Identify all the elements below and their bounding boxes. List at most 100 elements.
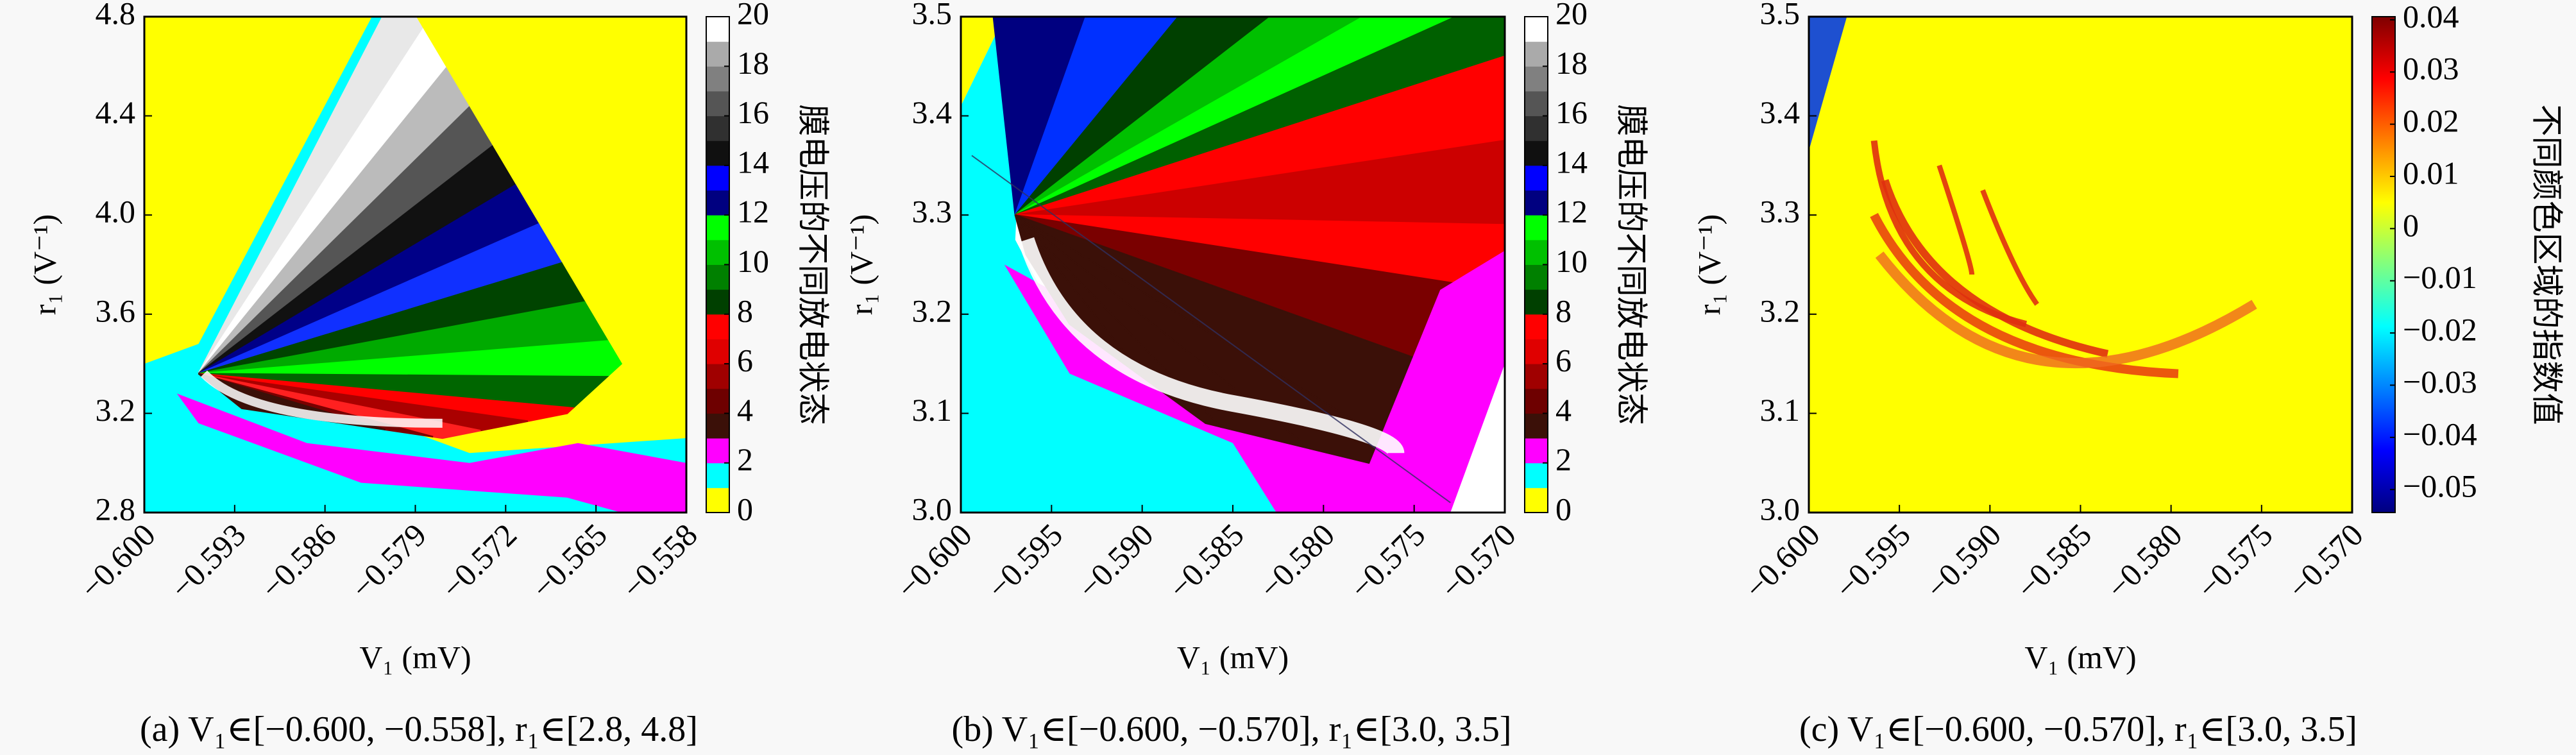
colorbar-tick-label: 20 bbox=[737, 0, 769, 31]
x-tick-label: −0.590 bbox=[1071, 516, 1160, 606]
colorbar-segment bbox=[706, 17, 729, 42]
colorbar-tick-label: 0.03 bbox=[2403, 51, 2459, 87]
colorbar-segment bbox=[1525, 488, 1548, 513]
y-tick-label: 3.2 bbox=[912, 293, 953, 328]
colorbar-segment bbox=[1525, 289, 1548, 315]
colorbar-tick-label: 12 bbox=[1555, 194, 1588, 230]
colorbar-segment bbox=[1525, 41, 1548, 67]
colorbar-segment bbox=[706, 339, 729, 364]
colorbar-tick-label: 14 bbox=[1555, 144, 1588, 180]
y-tick-label: 3.1 bbox=[1760, 392, 1801, 428]
colorbar-tick-label: 0.01 bbox=[2403, 155, 2459, 191]
colorbar-tick-label: 0 bbox=[737, 491, 753, 527]
colorbar-tick-label: 0 bbox=[1555, 491, 1572, 527]
colorbar-label: 膜电压的不同放电状态 bbox=[795, 105, 831, 425]
y-tick-label: 3.2 bbox=[1760, 293, 1801, 328]
region bbox=[204, 374, 443, 423]
colorbar-segment bbox=[706, 190, 729, 216]
region bbox=[1809, 17, 2352, 513]
colorbar-tick-label: 0 bbox=[2403, 207, 2419, 243]
heatmap bbox=[1809, 17, 2352, 513]
heatmap bbox=[144, 17, 686, 513]
colorbar-frame bbox=[2371, 16, 2396, 513]
colorbar-tick-label: 0.04 bbox=[2403, 0, 2459, 34]
caption: (b) V₁∈[−0.600, −0.570], r₁∈[3.0, 3.5] bbox=[951, 709, 1511, 749]
x-tick-label: −0.586 bbox=[253, 516, 343, 606]
y-tick-label: 3.4 bbox=[1760, 94, 1801, 130]
caption: (c) V₁∈[−0.600, −0.570], r₁∈[3.0, 3.5] bbox=[1799, 709, 2357, 749]
y-tick-label: 4.8 bbox=[96, 0, 136, 31]
heatmap bbox=[961, 17, 1505, 513]
colorbar-segment bbox=[706, 388, 729, 414]
region bbox=[1026, 240, 1396, 453]
colorbar-segment bbox=[706, 165, 729, 191]
colorbar-segment bbox=[706, 66, 729, 92]
colorbar-tick-label: 8 bbox=[1555, 293, 1572, 328]
y-tick-label: 3.5 bbox=[912, 0, 953, 31]
region bbox=[176, 393, 686, 513]
x-tick-label: −0.593 bbox=[164, 516, 253, 606]
y-axis-label: r₁ (V⁻¹) bbox=[843, 214, 879, 315]
y-tick-label: 3.3 bbox=[912, 194, 953, 230]
colorbar-tick-label: 18 bbox=[737, 45, 769, 81]
caption: (a) V₁∈[−0.600, −0.558], r₁∈[2.8, 4.8] bbox=[140, 709, 698, 749]
colorbar-segment bbox=[706, 364, 729, 389]
colorbar-segment bbox=[706, 264, 729, 290]
colorbar-tick-label: 2 bbox=[1555, 441, 1572, 477]
colorbar-segment bbox=[706, 462, 729, 488]
x-tick-label: −0.572 bbox=[434, 516, 523, 606]
colorbar-tick-label: 18 bbox=[1555, 45, 1588, 81]
colorbar-tick-label: 10 bbox=[1555, 243, 1588, 279]
y-axis-label: r₁ (V⁻¹) bbox=[1691, 214, 1727, 315]
colorbar-segment bbox=[706, 115, 729, 141]
y-tick-label: 4.0 bbox=[96, 194, 136, 230]
y-tick-label: 3.2 bbox=[96, 392, 136, 428]
colorbar-segment bbox=[1525, 314, 1548, 339]
y-tick-label: 3.0 bbox=[1760, 491, 1801, 527]
colorbar-segment bbox=[1525, 17, 1548, 42]
colorbar-segment bbox=[1525, 190, 1548, 216]
y-tick-label: 3.6 bbox=[96, 293, 136, 328]
y-axis-label: r₁ (V⁻¹) bbox=[26, 214, 62, 315]
region bbox=[1983, 191, 2037, 305]
region bbox=[972, 155, 1450, 502]
region bbox=[961, 17, 1276, 513]
colorbar-tick-label: −0.05 bbox=[2403, 468, 2477, 504]
colorbar-tick-label: 2 bbox=[737, 441, 753, 477]
x-axis-label: V₁ (mV) bbox=[1177, 639, 1289, 675]
y-tick-label: 4.4 bbox=[96, 94, 136, 130]
colorbar-tick-label: −0.02 bbox=[2403, 312, 2477, 348]
colorbar-segment bbox=[706, 314, 729, 339]
x-tick-label: −0.600 bbox=[73, 516, 162, 606]
colorbar-segment bbox=[706, 413, 729, 439]
x-tick-label: −0.570 bbox=[1434, 516, 1523, 606]
colorbar-tick-label: 6 bbox=[1555, 343, 1572, 378]
y-tick-label: 2.8 bbox=[96, 491, 136, 527]
colorbar-segment bbox=[1525, 438, 1548, 464]
x-tick-label: −0.585 bbox=[2009, 516, 2098, 606]
colorbar-gradient bbox=[2372, 17, 2395, 513]
region bbox=[1939, 165, 1972, 275]
colorbar-segment bbox=[706, 438, 729, 464]
colorbar-tick-label: 4 bbox=[737, 392, 753, 428]
x-axis-label: V₁ (mV) bbox=[2024, 639, 2136, 675]
region bbox=[1874, 215, 2178, 373]
colorbar-tick-label: 16 bbox=[737, 94, 769, 130]
colorbar-tick-label: 8 bbox=[737, 293, 753, 328]
colorbar-segment bbox=[706, 239, 729, 265]
panel: −0.600 −0.593 −0.586 −0.579 −0.572 −0.565 −0.5… bbox=[26, 0, 831, 749]
colorbar-segment bbox=[1525, 413, 1548, 439]
region bbox=[1809, 17, 1847, 151]
colorbar-segment bbox=[706, 289, 729, 315]
colorbar-segment bbox=[706, 140, 729, 166]
x-tick-label: −0.575 bbox=[1343, 516, 1432, 606]
x-tick-label: −0.600 bbox=[890, 516, 979, 606]
colorbar-label: 不同颜色区域的指数值 bbox=[2529, 105, 2565, 425]
colorbar-tick-label: 12 bbox=[737, 194, 769, 230]
colorbar-segment bbox=[1525, 165, 1548, 191]
region bbox=[1885, 180, 2108, 354]
colorbar-segment bbox=[1525, 140, 1548, 166]
colorbar-tick-label: 0.02 bbox=[2403, 103, 2459, 139]
x-tick-label: −0.575 bbox=[2190, 516, 2280, 606]
